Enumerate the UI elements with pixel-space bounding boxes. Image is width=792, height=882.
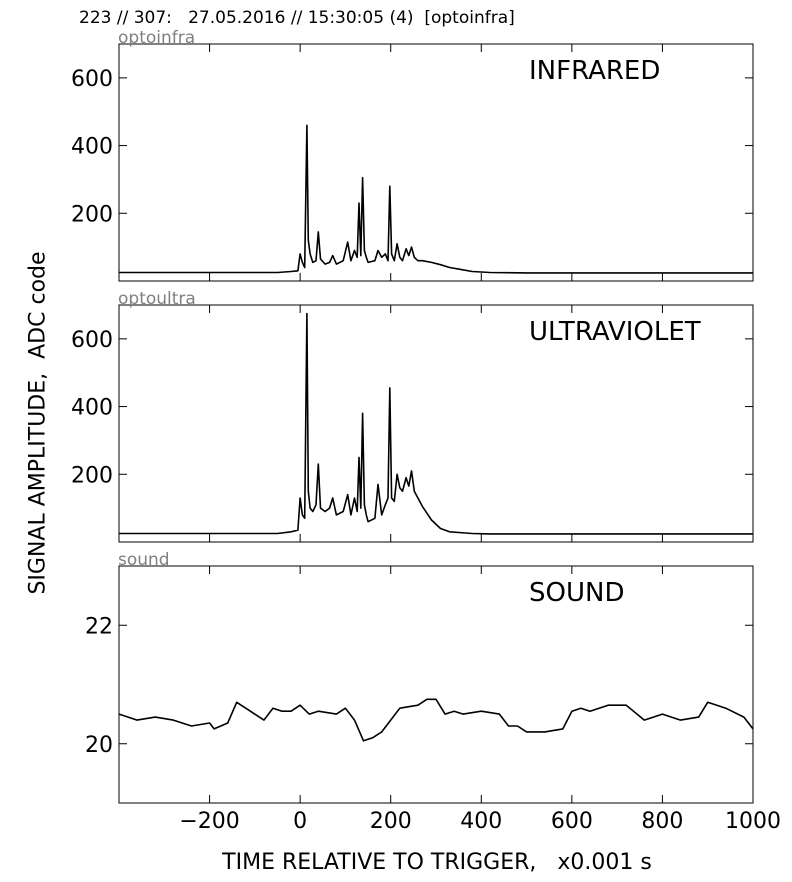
x-axis-label: TIME RELATIVE TO TRIGGER, x0.001 s (222, 850, 652, 875)
x-tick-label: 200 (370, 809, 412, 834)
chart-panel-optoinfra: optoinfra INFRARED 200 400 600 (71, 28, 754, 282)
series-line-sound (118, 698, 754, 742)
x-tick-label: 1000 (725, 809, 781, 834)
x-tick-label: 800 (641, 809, 683, 834)
channel-label: optoinfra (118, 28, 195, 48)
panel-title: SOUND (529, 578, 624, 608)
y-tick-label: 600 (71, 328, 113, 353)
header-title: 223 // 307: 27.05.2016 // 15:30:05 (4) [… (79, 8, 515, 28)
y-tick-label: 600 (71, 67, 113, 92)
x-tick-label: 600 (551, 809, 593, 834)
y-tick-label: 200 (71, 463, 113, 488)
panel-title: INFRARED (529, 56, 660, 86)
panel-title: ULTRAVIOLET (529, 317, 701, 347)
x-tick-label: −200 (179, 809, 239, 834)
channel-label: optoultra (118, 289, 196, 309)
y-tick-label: 22 (85, 614, 113, 639)
y-axis-label: SIGNAL AMPLITUDE, ADC code (25, 251, 51, 595)
x-tick-label: 0 (293, 809, 307, 834)
series-line-optoultra (119, 312, 753, 535)
plot-frame (118, 43, 754, 282)
channel-label: sound (118, 550, 170, 570)
y-tick-label: 200 (71, 202, 113, 227)
y-tick-label: 400 (71, 135, 113, 160)
series-line-optoinfra (119, 124, 753, 274)
plot-frame (118, 304, 754, 543)
plot-frame (118, 565, 754, 804)
chart-panel-optoultra: optoultra ULTRAVIOLET 200 400 600 (71, 289, 754, 543)
y-tick-label: 20 (85, 733, 113, 758)
chart-panel-sound: sound SOUND 20 22 −200 0 200 400 600 800 1000 (85, 550, 781, 834)
y-tick-label: 400 (71, 396, 113, 421)
x-tick-label: 400 (460, 809, 502, 834)
